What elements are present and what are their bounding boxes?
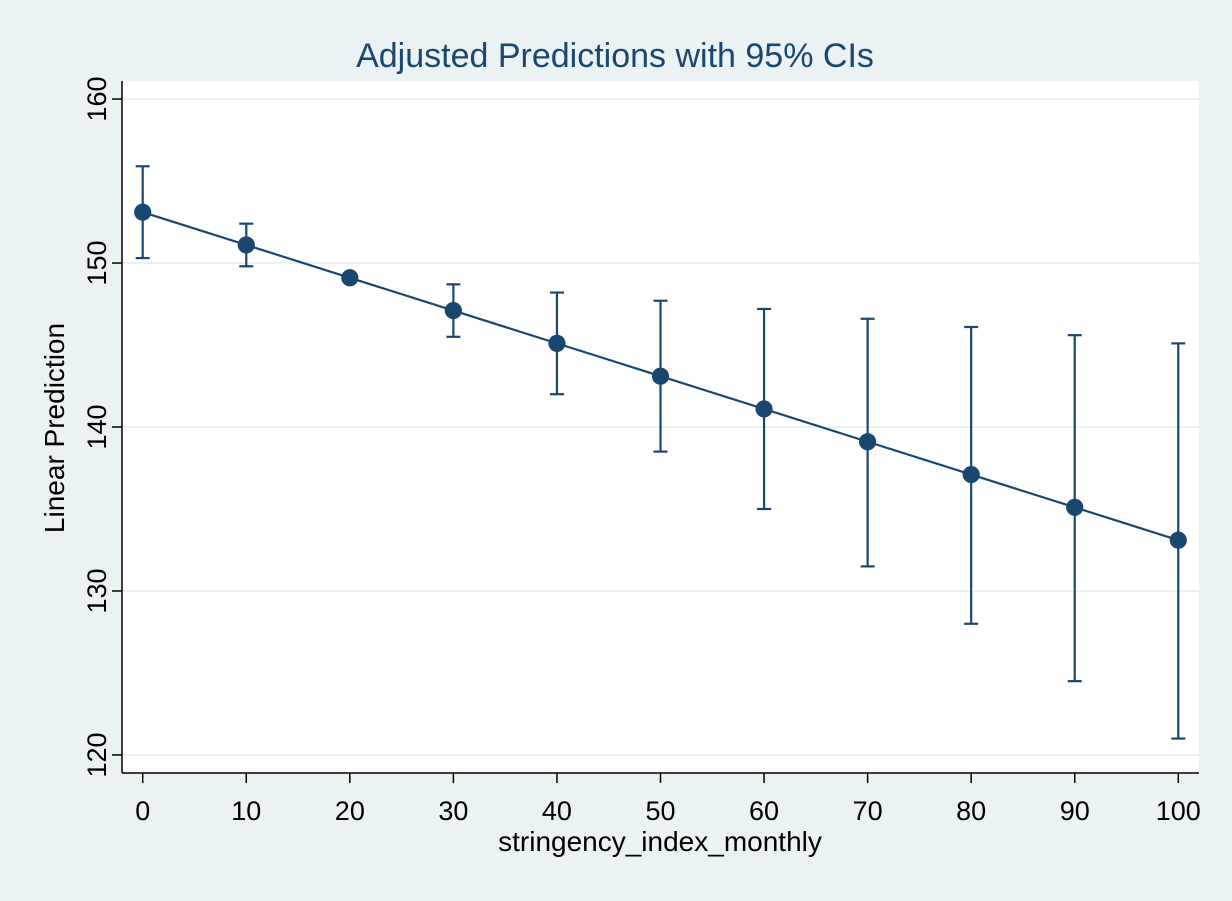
x-tick-label: 0 [135, 796, 150, 826]
x-tick-label: 10 [231, 796, 261, 826]
y-tick-label: 140 [82, 404, 112, 449]
x-tick-label: 80 [956, 796, 986, 826]
data-point [1066, 498, 1084, 516]
x-tick-label: 70 [853, 796, 883, 826]
data-point [755, 400, 773, 418]
x-tick-label: 20 [335, 796, 365, 826]
data-point [962, 465, 980, 484]
data-point [341, 269, 359, 287]
y-tick-label: 150 [82, 240, 112, 285]
point-layer [134, 203, 1187, 549]
data-point [859, 433, 877, 451]
x-tick-label: 40 [542, 796, 572, 826]
data-point [237, 236, 255, 254]
y-tick-label: 120 [82, 732, 112, 777]
chart-title: Adjusted Predictions with 95% CIs [356, 37, 874, 75]
data-point [444, 301, 462, 320]
data-point [1169, 531, 1187, 549]
x-tick-label: 90 [1060, 796, 1090, 826]
y-axis-label: Linear Prediction [39, 323, 70, 533]
x-axis-label: stringency_index_monthly [498, 826, 822, 857]
axis-layer: 120 130 140 150 160 0 10 20 30 40 50 60 70 80 90 100 [82, 77, 1201, 826]
y-tick-label: 130 [82, 568, 112, 613]
data-point [548, 334, 566, 352]
x-tick-label: 50 [645, 796, 675, 826]
x-tick-label: 30 [438, 796, 468, 826]
data-point [651, 367, 670, 385]
data-point [134, 203, 152, 221]
x-tick-label: 100 [1156, 796, 1201, 826]
y-tick-label: 160 [82, 77, 112, 122]
x-tick-label: 60 [749, 796, 779, 826]
